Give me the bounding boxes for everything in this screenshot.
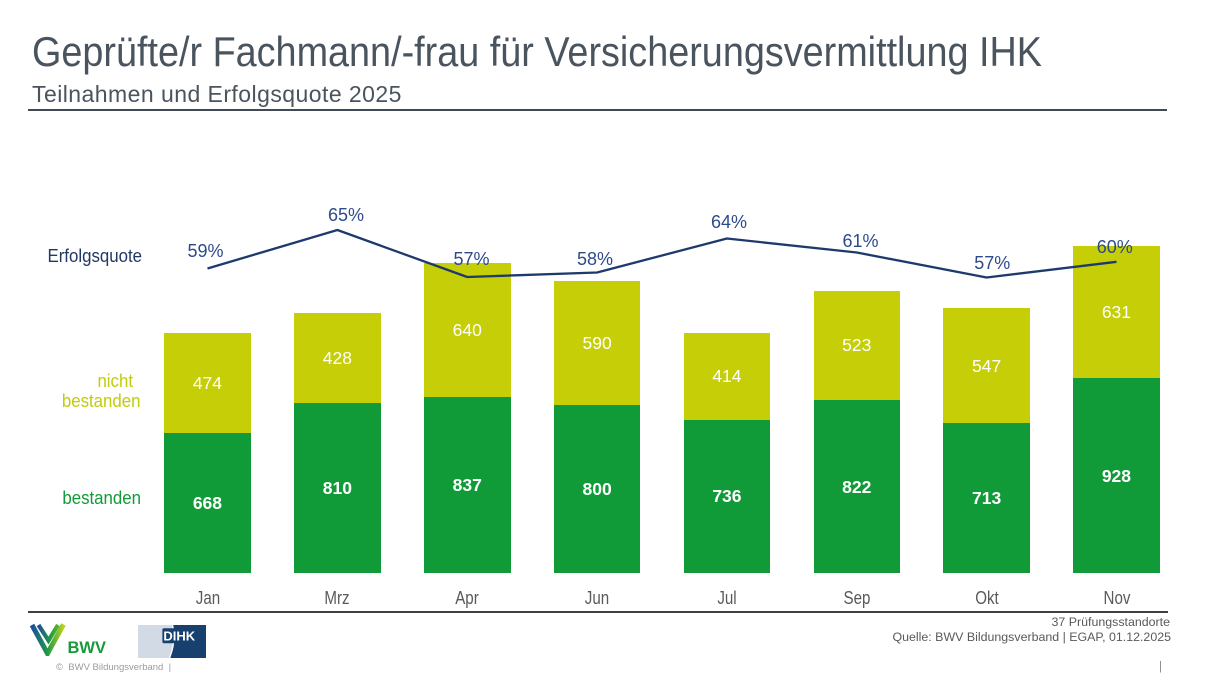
svg-text:DIHK: DIHK: [163, 628, 195, 643]
